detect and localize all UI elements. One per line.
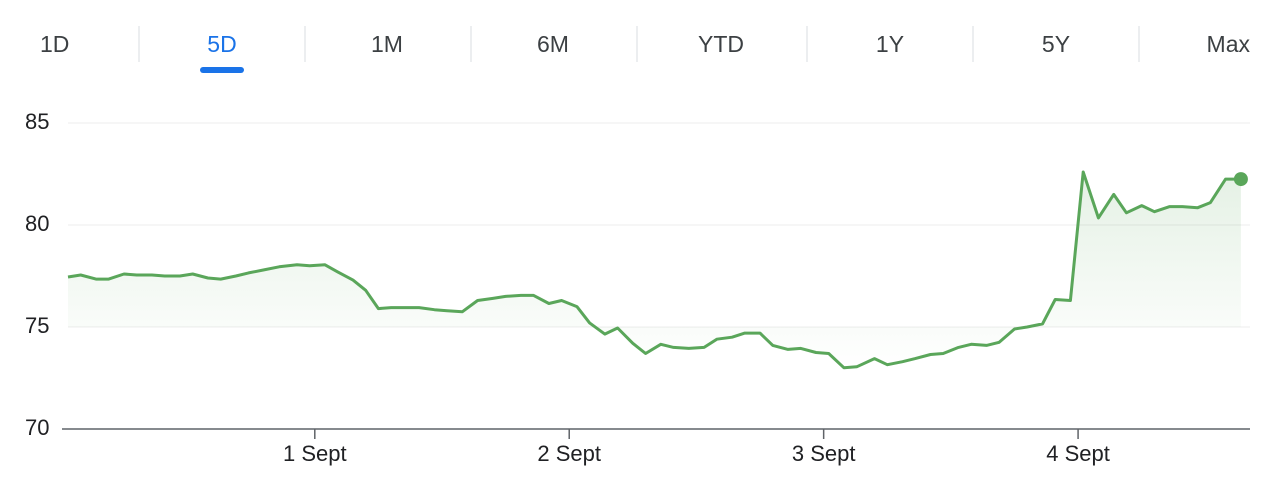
y-tick-label: 75 (25, 313, 49, 338)
area (68, 172, 1241, 368)
axes: 70 75 80 85 1 Sept 2 Sept 3 Sept 4 Sept (25, 109, 1250, 466)
tab-label[interactable]: 1D (40, 31, 69, 57)
tab-indicator (200, 67, 244, 73)
tab-label[interactable]: 5Y (1042, 31, 1070, 57)
tab-label[interactable]: 1Y (876, 31, 904, 57)
price-line (67, 170, 1241, 370)
plot (67, 170, 1248, 370)
range-tabs: 1D 5D 1M 6M YTD 1Y 5Y Max (40, 26, 1250, 73)
last-point (1233, 172, 1248, 187)
x-tick-label: 3 Sept (792, 441, 856, 466)
tab-label[interactable]: YTD (698, 31, 744, 57)
x-tick-label: 2 Sept (537, 441, 601, 466)
tab-label[interactable]: 6M (537, 31, 569, 57)
y-tick-label: 70 (25, 415, 49, 440)
y-tick-label: 80 (25, 211, 49, 236)
tab-label[interactable]: Max (1207, 31, 1251, 57)
tab-label[interactable]: 1M (371, 31, 403, 57)
x-tick-label: 1 Sept (283, 441, 347, 466)
x-tick-label: 4 Sept (1046, 441, 1110, 466)
tab-label[interactable]: 5D (207, 31, 236, 57)
y-tick-label: 85 (25, 109, 49, 134)
